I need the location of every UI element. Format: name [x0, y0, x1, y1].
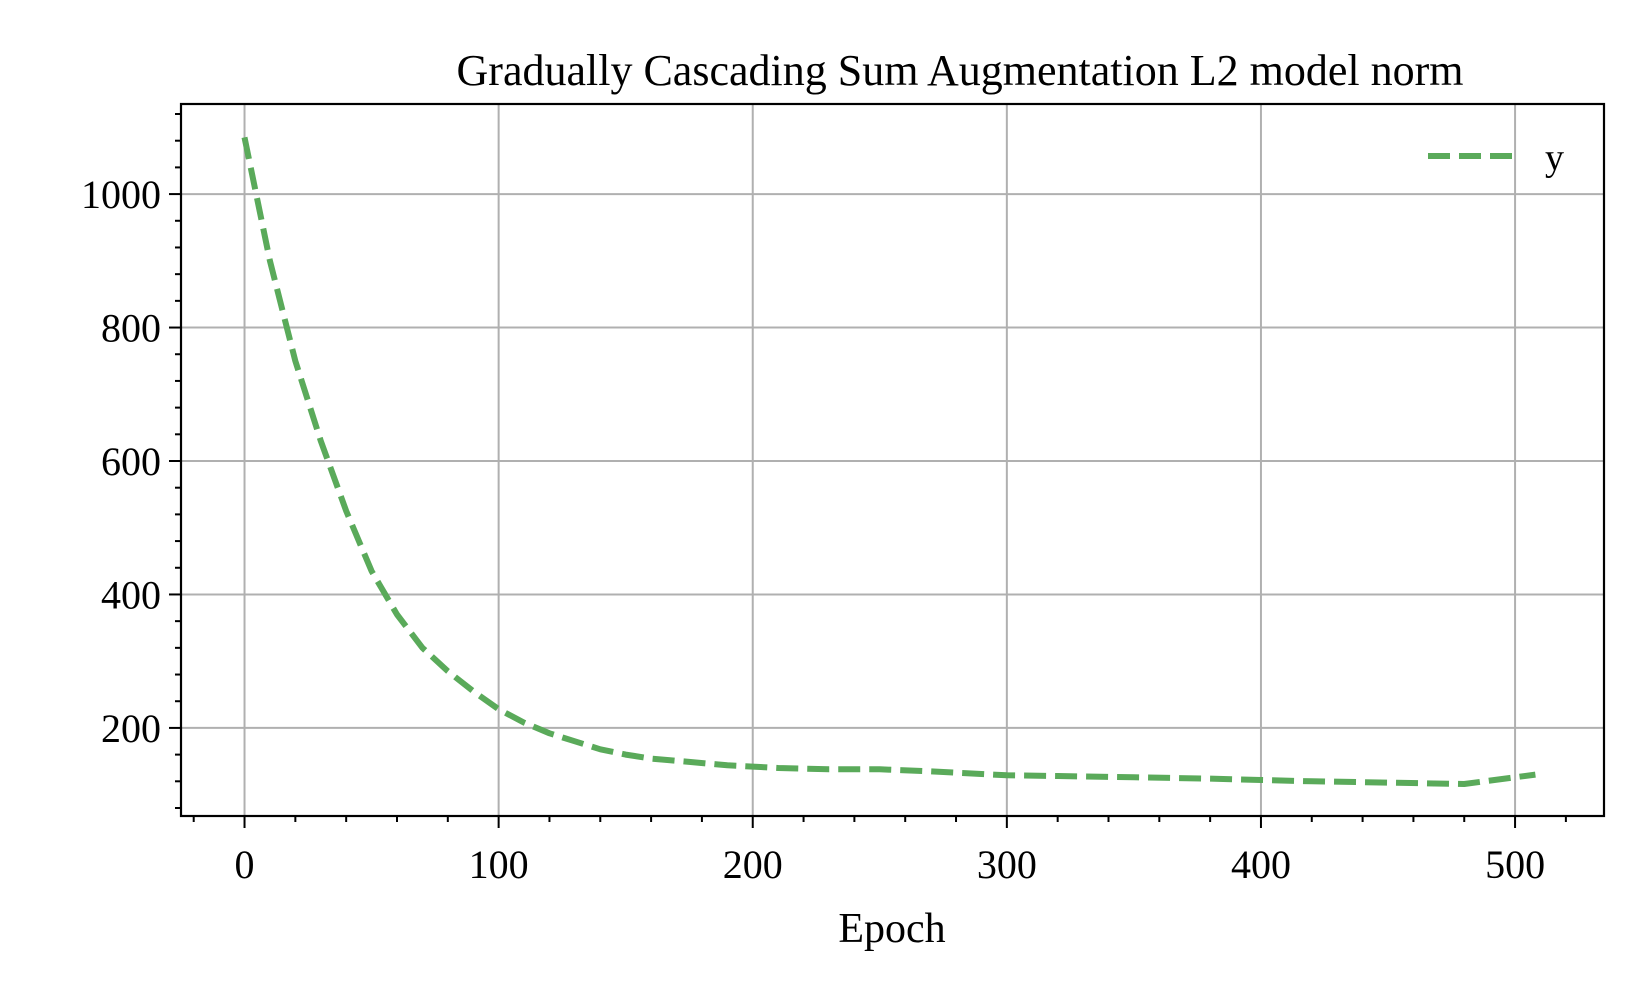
x-tick-label: 300: [977, 842, 1037, 887]
x-tick-label: 400: [1231, 842, 1291, 887]
axis-ticks: [169, 113, 1567, 828]
series-line: [241, 136, 1536, 787]
y-tick-label: 600: [101, 439, 161, 484]
legend-label: y: [1545, 137, 1564, 179]
y-tick-label: 400: [101, 572, 161, 617]
x-axis-label: Epoch: [838, 906, 945, 952]
x-tick-label: 100: [469, 842, 529, 887]
y-tick-label: 1000: [81, 172, 161, 217]
legend: y: [1428, 137, 1564, 179]
x-tick-label: 500: [1485, 842, 1545, 887]
chart-title: Gradually Cascading Sum Augmentation L2 …: [457, 46, 1464, 95]
grid-lines: [181, 104, 1604, 816]
y-tick-label: 800: [101, 306, 161, 351]
series-lines: [241, 136, 1536, 787]
x-tick-label: 200: [723, 842, 783, 887]
x-tick-label: 0: [235, 842, 255, 887]
tick-labels: 0 100 200 300 400 500 200 400 600 800 1000: [81, 172, 1545, 887]
plot-frame: [179, 102, 1606, 818]
y-tick-label: 200: [101, 706, 161, 751]
